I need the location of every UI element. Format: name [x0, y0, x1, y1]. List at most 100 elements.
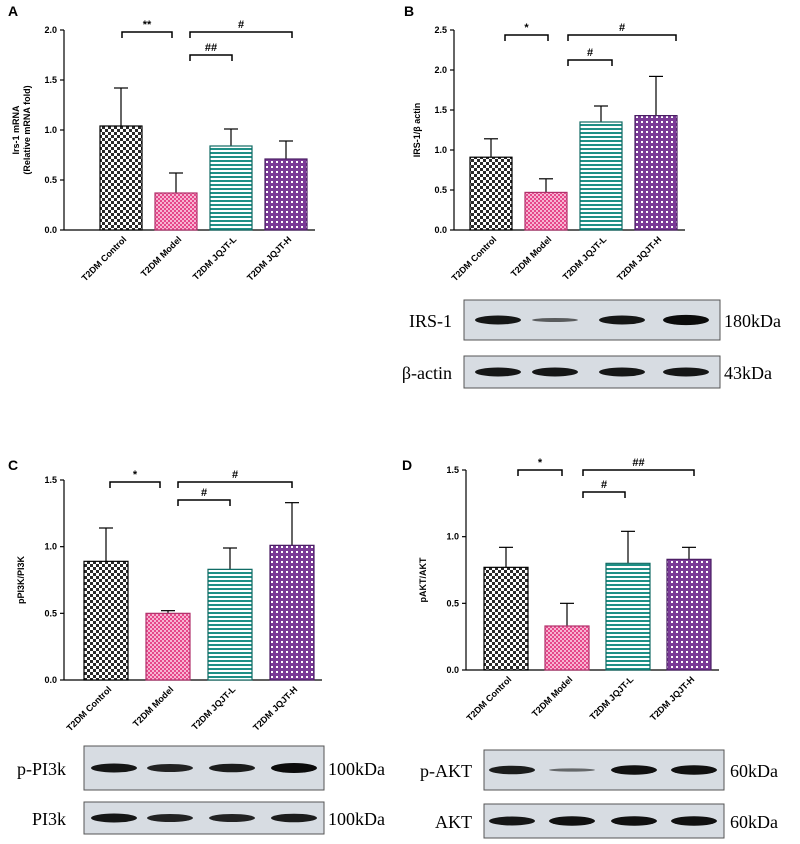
panel-b-sig-bracket	[567, 34, 677, 41]
panel-b-sig-label: #	[619, 22, 625, 34]
panel-a-sig-bracket	[189, 31, 293, 38]
panel-a-sig-label: ##	[205, 42, 217, 54]
panel-c-y-tick-label: 1.5	[44, 475, 57, 485]
panel-c-bar	[207, 568, 253, 681]
panel-d-sig-bracket	[517, 469, 563, 476]
panel-d-blot-band	[489, 765, 535, 775]
panel-b-blot-band	[599, 367, 645, 377]
panel-b-sig-bracket	[567, 59, 613, 66]
panel-b-y-label-line: IRS-1/β actin	[412, 103, 422, 158]
panel-d-bar	[605, 562, 651, 671]
panel-a-x-tick-label: T2DM JQJT-H	[245, 234, 293, 282]
panel-a-y-tick-label: 0.0	[44, 225, 57, 235]
panel-b-blot-band	[532, 317, 578, 323]
panel-c-blot-size: 100kDa	[328, 759, 385, 779]
panel-a-sig-label: #	[238, 19, 244, 31]
panel-b-x-tick-label: T2DM JQJT-H	[615, 234, 663, 282]
panel-b-x-tick-label: T2DM JQJT-L	[561, 234, 609, 282]
panel-c-x-tick-label: T2DM Control	[65, 684, 114, 733]
panel-d-y-tick-label: 1.0	[446, 532, 459, 542]
panel-b-letter: B	[404, 3, 414, 19]
panel-c-x-tick-label: T2DM JQJT-L	[190, 684, 238, 732]
panel-c-sig-label: #	[232, 469, 238, 481]
panel-b-blot-size: 180kDa	[724, 311, 781, 331]
panel-d-sig-label: #	[601, 479, 607, 491]
panel-c-sig-bracket	[177, 481, 293, 488]
panel-d-sig-label: *	[538, 457, 543, 469]
panel-a-bar	[264, 158, 308, 231]
panel-b-blot-band	[475, 367, 521, 377]
panel-d-y-tick-label: 0.0	[446, 665, 459, 675]
panel-b-blot-band	[599, 315, 645, 325]
panel-c-blot-band	[271, 763, 317, 773]
panel-d-x-tick-label: T2DM JQJT-L	[588, 674, 636, 722]
panel-d-blot-band	[671, 765, 717, 775]
panel-c-sig-label: *	[133, 469, 138, 481]
panel-a-sig-label: **	[143, 19, 152, 31]
panel-a-y-label-line: (Relative mRNA fold)	[22, 85, 32, 174]
panel-c-y-tick-label: 1.0	[44, 542, 57, 552]
panel-a-sig-bracket	[121, 31, 173, 38]
panel-a-x-tick-label: T2DM JQJT-L	[191, 234, 239, 282]
panel-d-blot-band	[611, 765, 657, 775]
panel-d-y-label-line: pAKT/AKT	[418, 557, 428, 602]
panel-b-y-tick-label: 0.0	[434, 225, 447, 235]
panel-b-sig-label: *	[524, 22, 529, 34]
panel-b-y-tick-label: 1.5	[434, 105, 447, 115]
panel-d-blot-band	[489, 816, 535, 826]
panel-b-blot-band	[663, 314, 709, 326]
panel-b-bar	[634, 114, 678, 231]
panel-a-y-tick-label: 0.5	[44, 175, 57, 185]
panel-a-sig-bracket	[189, 54, 233, 61]
panel-c-blot-name: p-PI3k	[17, 759, 66, 779]
panel-d-x-tick-label: T2DM JQJT-H	[648, 674, 696, 722]
panel-b-blot-band	[532, 367, 578, 377]
panel-a-bar	[209, 145, 253, 231]
panel-b-sig-bracket	[504, 34, 549, 41]
panel-c-blot-band	[271, 813, 317, 823]
panel-c-bar	[145, 612, 191, 681]
panel-b-x-tick-label: T2DM Control	[450, 234, 499, 283]
panel-c-bar	[269, 544, 315, 681]
panel-d-blot-band	[549, 768, 595, 772]
panel-d-sig-bracket	[582, 491, 626, 498]
panel-b-bar	[469, 156, 513, 231]
panel-d-blot-band	[549, 816, 595, 826]
panel-b-bar	[524, 191, 568, 231]
panel-b-blot-name: β-actin	[402, 363, 452, 383]
panel-d-x-tick-label: T2DM Model	[530, 674, 575, 719]
panel-d-bar	[544, 625, 590, 671]
panel-c-y-label: pPI3K/PI3K	[16, 555, 26, 604]
panel-d-blot-band	[611, 816, 657, 826]
panel-c-sig-bracket	[177, 499, 231, 506]
panel-c-y-tick-label: 0.5	[44, 608, 57, 618]
panel-c-blot-band	[91, 813, 137, 823]
panel-c-letter: C	[8, 457, 18, 473]
panel-c-blot-band	[147, 813, 193, 823]
panel-b-y-tick-label: 0.5	[434, 185, 447, 195]
panel-a-bar	[154, 192, 198, 231]
panel-d-sig-label: ##	[632, 457, 644, 469]
panel-c-x-tick-label: T2DM Model	[131, 684, 176, 729]
panel-b-sig-label: #	[587, 47, 593, 59]
panel-a-letter: A	[8, 3, 18, 19]
panel-a-x-tick-label: T2DM Model	[139, 234, 184, 279]
panel-b-x-tick-label: T2DM Model	[509, 234, 554, 279]
panel-d-blot-name: p-AKT	[420, 761, 472, 781]
panel-b-blot-band	[475, 315, 521, 325]
panel-b-y-tick-label: 1.0	[434, 145, 447, 155]
panel-b-blot-name: IRS-1	[409, 311, 452, 331]
panel-a-y-label: Irs-1 mRNA(Relative mRNA fold)	[11, 85, 32, 174]
panel-d-y-tick-label: 0.5	[446, 598, 459, 608]
panel-d-letter: D	[402, 457, 412, 473]
panel-c-y-label-line: pPI3K/PI3K	[16, 555, 26, 604]
panel-a-y-label-line: Irs-1 mRNA	[11, 105, 21, 155]
panel-d-x-tick-label: T2DM Control	[465, 674, 514, 723]
panel-a-x-tick-label: T2DM Control	[80, 234, 129, 283]
panel-a-y-tick-label: 1.5	[44, 75, 57, 85]
panel-b-blot-size: 43kDa	[724, 363, 772, 383]
panel-d-sig-bracket	[582, 469, 695, 476]
panel-c-sig-label: #	[201, 487, 207, 499]
panel-c-sig-bracket	[109, 481, 161, 488]
